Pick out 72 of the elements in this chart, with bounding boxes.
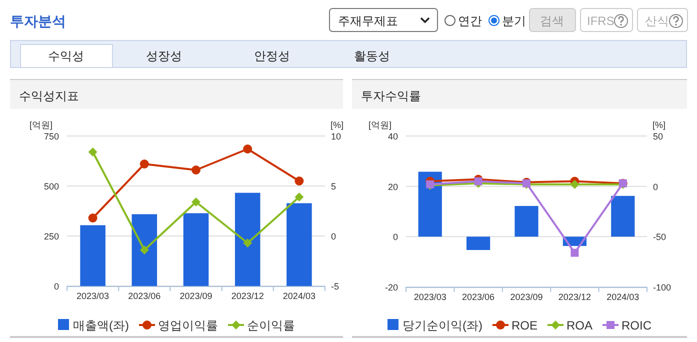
y2-axis-title: [%] [330,120,344,130]
x-tick-label: 2023/06 [462,292,495,302]
y2-tick-label: 0 [331,232,336,242]
bar [418,172,442,237]
y2-tick-label: -50 [653,232,666,242]
point [243,144,252,154]
legend-label: 매출액(좌) [73,318,129,332]
text: 활동성 [354,49,390,63]
text: 안정성 [254,49,290,63]
y-tick-label: 0 [54,282,59,292]
y2-tick-label: -100 [653,282,672,292]
text: 성장성 [146,49,182,63]
legend-label: 순이익률 [247,318,295,332]
legend-label: ROA [566,318,593,332]
y-tick-label: 500 [44,182,59,192]
bar [183,213,209,286]
point [243,238,252,248]
bar [234,192,260,286]
y-tick-label: -20 [384,282,398,292]
legend-label: ROIC [622,318,652,332]
point [88,148,98,156]
bar [132,214,158,286]
chart-title: 수익성지표 [19,89,79,103]
bar [611,196,635,237]
x-tick-label: 2023/06 [128,291,161,301]
point [474,177,482,186]
text: 수익성 [48,49,84,63]
text: IFRS [587,14,614,28]
y2-tick-label: 50 [653,132,664,142]
legend-label: 영업이익률 [158,318,218,332]
x-tick-label: 2023/09 [510,292,543,302]
legend-label: ROE [511,318,538,332]
x-tick-label: 2023/12 [231,291,264,301]
point [140,246,149,254]
y-axis-title: [억원] [29,120,53,130]
y-tick-label: 0 [392,232,398,242]
y2-tick-label: -5 [331,282,340,292]
point [570,248,579,257]
point [192,198,200,206]
y-tick-label: 40 [388,132,398,142]
x-tick-label: 2023/03 [414,292,446,302]
text: 산식 [645,14,669,28]
bar [80,225,106,286]
legend-label: 당기순이익(좌) [402,318,482,332]
bar [514,206,538,237]
bar [466,236,490,250]
y2-tick-label: 0 [653,182,658,192]
text: 연간 [458,14,482,28]
x-tick-label: 2024/03 [606,292,640,302]
text: 분기 [502,14,526,28]
y2-tick-label: 10 [331,132,342,142]
x-tick-label: 2023/03 [76,291,110,301]
point [88,214,98,222]
y-tick-label: 250 [44,232,59,242]
y-tick-label: 750 [44,132,59,142]
point [140,160,149,168]
y2-tick-label: 5 [331,182,336,192]
chart-title: 투자수익률 [361,89,421,103]
y2-axis-title: [%] [652,120,666,130]
point [192,166,200,174]
text: 검색 [540,14,564,28]
bar [286,203,312,286]
y-axis-title: [억원] [368,120,392,130]
x-tick-label: 2023/12 [558,292,591,302]
x-tick-label: 2023/09 [180,291,212,301]
text: 투자분석 [10,13,66,29]
point [294,176,304,186]
text: 주재무제표 [338,14,398,28]
x-tick-label: 2024/03 [282,291,316,301]
point [570,180,580,189]
point [294,192,304,202]
y-tick-label: 20 [388,182,398,192]
